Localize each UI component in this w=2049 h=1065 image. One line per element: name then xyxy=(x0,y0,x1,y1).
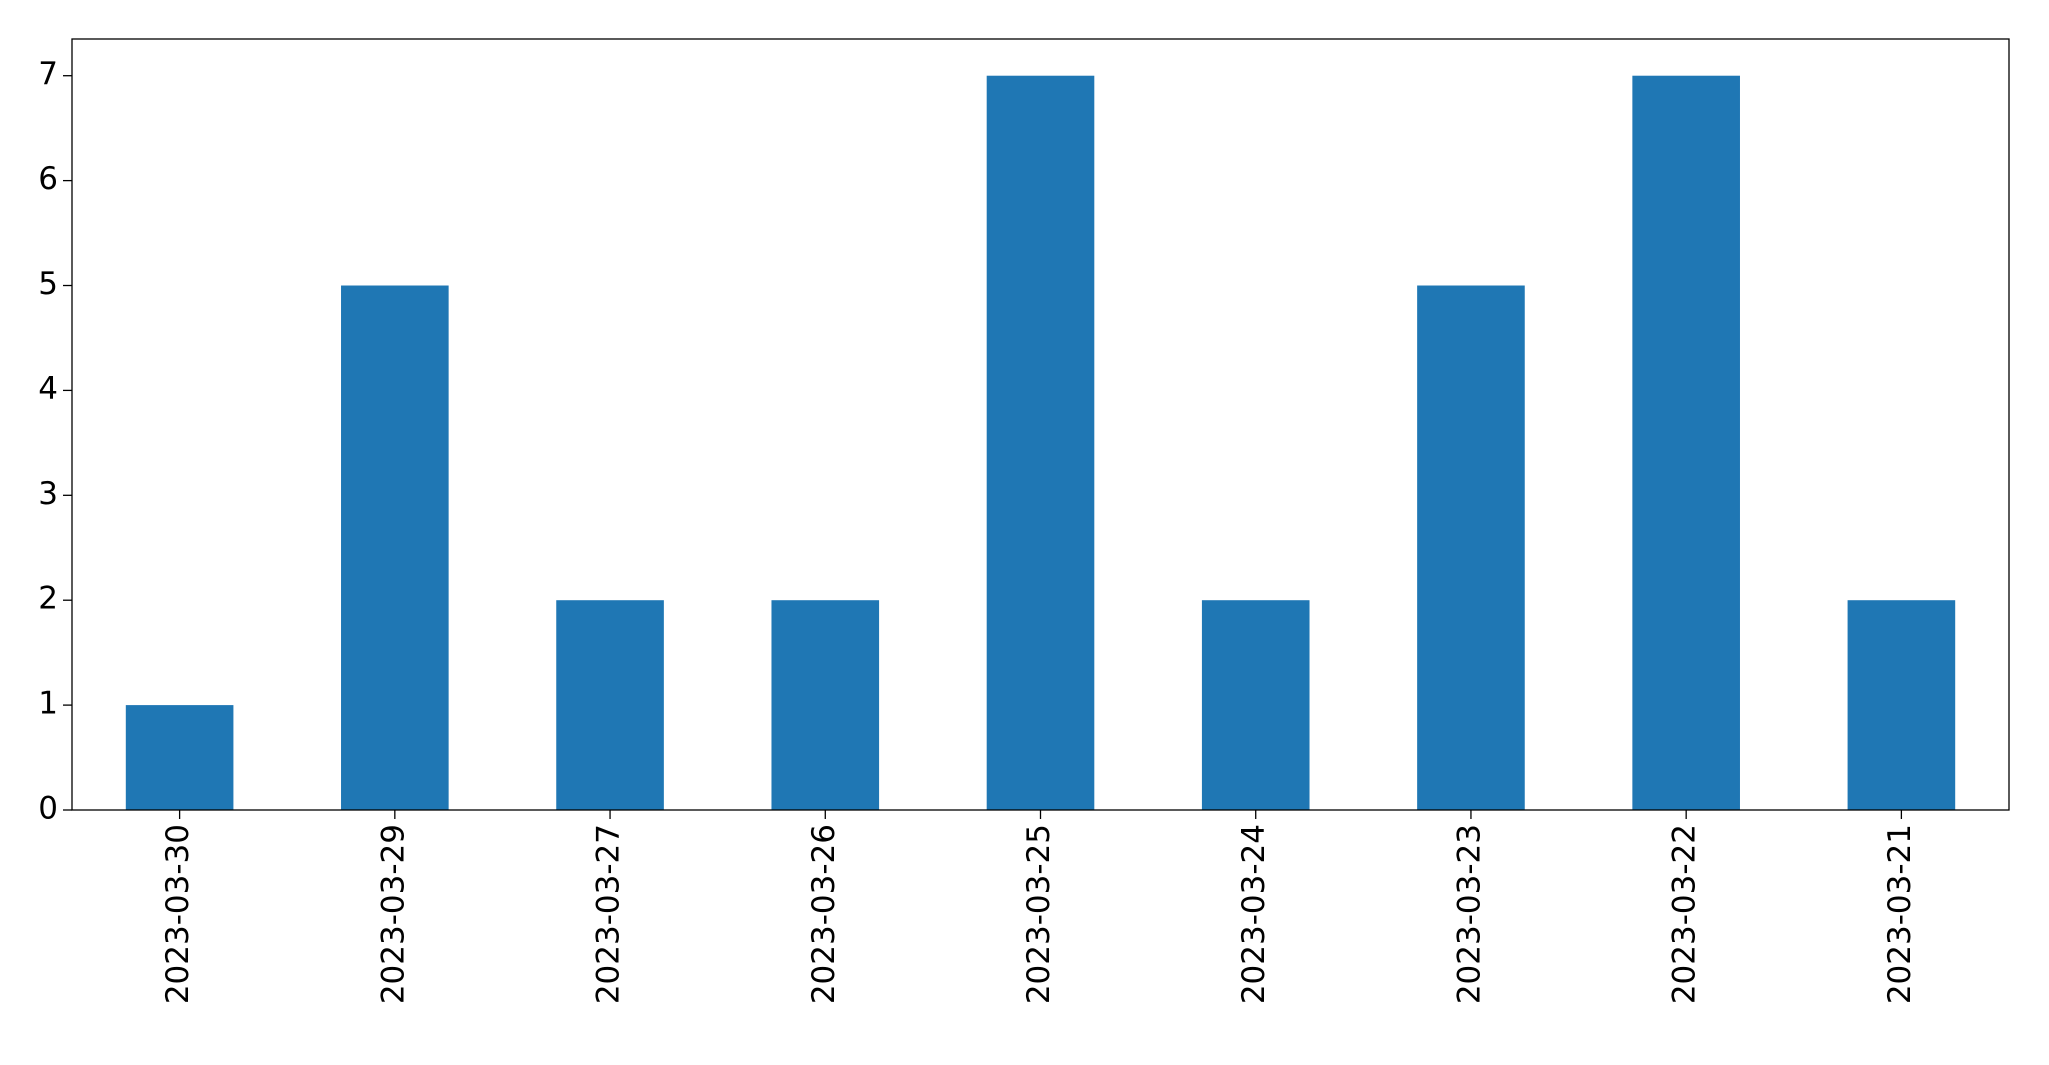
bar xyxy=(1201,600,1310,810)
x-tick-label: 2023-03-25 xyxy=(1021,824,1057,1004)
bar xyxy=(341,285,449,810)
bar xyxy=(1417,285,1525,810)
y-tick-label: 7 xyxy=(38,56,58,92)
y-tick-label: 3 xyxy=(38,476,58,512)
x-tick-label: 2023-03-26 xyxy=(806,824,842,1004)
y-tick-label: 5 xyxy=(38,266,58,302)
y-tick-label: 6 xyxy=(38,161,58,197)
bar xyxy=(986,75,1095,810)
x-tick-label: 2023-03-30 xyxy=(160,824,196,1004)
x-tick-label: 2023-03-23 xyxy=(1451,824,1487,1004)
x-tick-label: 2023-03-24 xyxy=(1236,824,1272,1004)
plot-frame xyxy=(71,38,2010,811)
x-tick-label: 2023-03-22 xyxy=(1667,824,1703,1004)
bar xyxy=(1632,75,1740,810)
y-tick-label: 2 xyxy=(38,581,58,617)
y-tick-label: 0 xyxy=(38,791,58,827)
y-tick-label: 4 xyxy=(38,371,58,407)
x-tick-label: 2023-03-27 xyxy=(591,824,627,1004)
bar xyxy=(125,705,234,810)
y-tick-label: 1 xyxy=(38,686,58,722)
x-tick-label: 2023-03-21 xyxy=(1882,824,1918,1004)
bar xyxy=(771,600,880,810)
bar xyxy=(1847,600,1956,810)
x-tick-label: 2023-03-29 xyxy=(375,824,411,1004)
bar xyxy=(556,600,664,810)
